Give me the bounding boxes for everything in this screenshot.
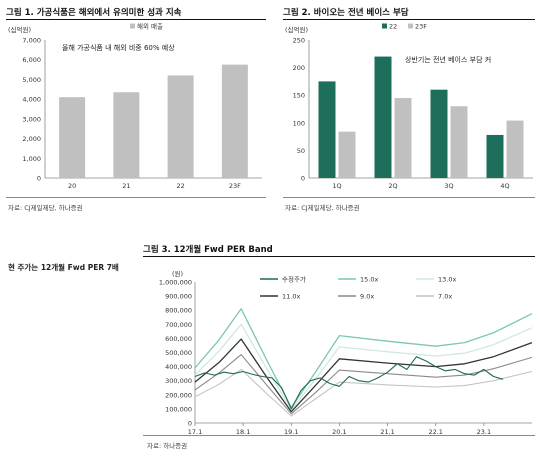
x-tick-label: 21	[122, 182, 130, 190]
x-tick-label: 23.1	[477, 428, 491, 436]
legend-label: 15.0x	[360, 276, 378, 284]
series-line-9.0x	[194, 354, 533, 415]
legend-swatch	[130, 23, 135, 29]
figure-2-top-rule	[283, 19, 535, 20]
x-tick-label: 1Q	[332, 182, 341, 190]
figure-1-bottom-rule	[6, 197, 266, 198]
y-tick-label: 100	[293, 119, 305, 127]
y-tick-label: 800,000	[165, 307, 192, 315]
y-tick-label: 300,000	[165, 377, 192, 385]
series-line-13.0x	[194, 323, 533, 411]
figure-1-top-rule	[6, 19, 266, 20]
x-tick-label: 20.1	[332, 428, 346, 436]
y-tick-label: 7,000	[22, 37, 41, 45]
figure-1-source: 자료: CJ제일제당, 하나증권	[8, 204, 83, 212]
x-tick-label: 4Q	[500, 182, 509, 190]
bar	[221, 64, 248, 178]
y-tick-label: 5,000	[22, 76, 41, 84]
y-tick-label: 600,000	[165, 335, 192, 343]
figure-3-top-rule	[143, 256, 535, 257]
figure-1-bar-chart: (십억원) 0 1,000 2,000 3,000 4,000 5,000 6,000 7,00…	[8, 22, 262, 190]
figure-2-bottom-rule	[283, 197, 535, 198]
x-tick-label: 22.1	[428, 428, 442, 436]
legend-label: 수정주가	[282, 275, 306, 284]
y-tick-label: 4,000	[22, 96, 41, 104]
figure-2-title: 그림 2. 바이오는 전년 베이스 부담	[283, 8, 409, 18]
bar	[167, 75, 194, 178]
y-unit-label: (십억원)	[285, 25, 308, 34]
figure-3-bottom-rule	[143, 435, 535, 436]
figure-3-per-band-chart: (원) 0 100,000 200,000 300,000 400,000 500,000 6…	[159, 269, 533, 436]
y-tick-label: 400,000	[165, 363, 192, 371]
x-tick-label: 23F	[229, 182, 241, 190]
y-tick-label: 500,000	[165, 349, 192, 357]
legend-label: 22	[389, 23, 397, 31]
y-tick-label: 1,000	[22, 155, 41, 163]
series-line-수정주가	[194, 356, 504, 410]
series-line-15.0x	[194, 308, 533, 409]
series-line-7.0x	[194, 368, 533, 417]
x-tick-label: 21.1	[380, 428, 394, 436]
legend-label: 11.0x	[282, 293, 300, 301]
y-tick-label: 3,000	[22, 115, 41, 123]
legend-label: 해외 매출	[137, 22, 163, 31]
figure-2-bar-chart: (십억원) 0 50 100 150 200 250 1Q 2Q 3Q 4Q 22 23F 상반기는 전년…	[285, 23, 533, 190]
y-tick-label: 50	[297, 147, 305, 155]
y-tick-label: 150	[293, 92, 305, 100]
legend-label: 7.0x	[438, 293, 452, 301]
y-tick-label: 1,000,000	[159, 279, 192, 287]
x-tick-label: 20	[68, 182, 76, 190]
bar-23F	[338, 131, 356, 178]
legend-swatch	[382, 23, 387, 29]
y-tick-label: 250	[293, 37, 305, 45]
bar	[59, 97, 86, 178]
legend-label: 9.0x	[360, 293, 374, 301]
y-tick-label: 700,000	[165, 321, 192, 329]
side-heading: 현 주가는 12개월 Fwd PER 7배	[8, 263, 119, 272]
bar-23F	[506, 120, 524, 178]
x-tick-label: 22	[176, 182, 184, 190]
figure-2-source: 자료: CJ제일제당, 하나증권	[285, 204, 360, 212]
bar	[113, 92, 140, 178]
x-tick-label: 3Q	[444, 182, 453, 190]
y-tick-label: 0	[188, 420, 192, 428]
bar-23F	[394, 97, 412, 178]
y-unit-label: (원)	[172, 269, 183, 278]
y-tick-label: 200,000	[165, 391, 192, 399]
bar-22	[430, 89, 448, 178]
y-tick-label: 2,000	[22, 135, 41, 143]
legend-label: 13.0x	[438, 276, 456, 284]
y-unit-label: (십억원)	[8, 25, 31, 34]
y-tick-label: 0	[37, 175, 41, 183]
bar-22	[374, 56, 392, 179]
y-tick-label: 900,000	[165, 293, 192, 301]
bar-22	[486, 134, 504, 178]
x-tick-label: 2Q	[388, 182, 397, 190]
figure-1-title: 그림 1. 가공식품은 해외에서 유의미한 성과 지속	[6, 8, 182, 18]
x-tick-label: 19.1	[284, 428, 298, 436]
y-tick-label: 100,000	[165, 405, 192, 413]
legend-swatch	[408, 23, 413, 29]
y-tick-label: 6,000	[22, 56, 41, 64]
x-tick-label: 17.1	[188, 428, 202, 436]
x-tick-label: 18.1	[236, 428, 250, 436]
annotation: 올해 가공식품 내 해외 비중 60% 예상	[62, 43, 175, 52]
bar-23F	[450, 106, 468, 178]
legend-label: 23F	[415, 23, 427, 31]
y-tick-label: 0	[301, 175, 305, 183]
series-line-11.0x	[194, 338, 533, 413]
annotation: 상반기는 전년 베이스 부담 커	[405, 55, 491, 64]
bar-22	[318, 81, 336, 178]
figure-3-source: 자료: 하나증권	[147, 442, 188, 450]
figure-3-title: 그림 3. 12개월 Fwd PER Band	[143, 245, 273, 255]
y-tick-label: 200	[293, 64, 305, 72]
